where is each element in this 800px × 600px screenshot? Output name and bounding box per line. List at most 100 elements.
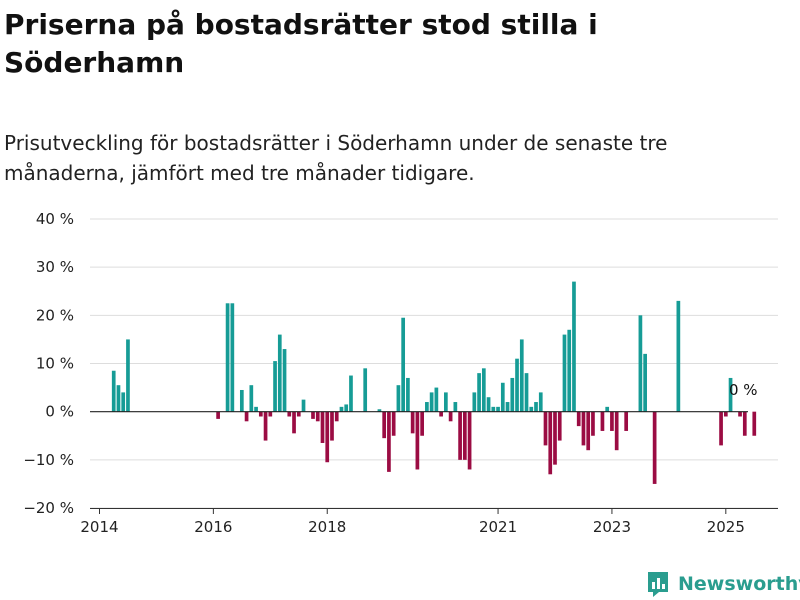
bar xyxy=(330,411,334,441)
bar xyxy=(292,411,296,434)
bar xyxy=(496,406,500,412)
bar xyxy=(391,411,396,436)
y-tick-label: −20 % xyxy=(23,499,74,517)
bar xyxy=(273,361,277,412)
x-tick-label: 2016 xyxy=(194,518,232,536)
bar xyxy=(467,411,472,470)
bar xyxy=(486,397,491,412)
bar xyxy=(600,411,605,431)
x-axis: 2014 2016 2018 2021 2023 2025 xyxy=(80,508,778,536)
bar xyxy=(728,377,733,412)
bar xyxy=(396,385,401,412)
x-tick-label: 2014 xyxy=(80,518,118,536)
bar xyxy=(643,353,647,412)
bar xyxy=(752,411,757,436)
bar xyxy=(524,373,529,412)
bar xyxy=(382,411,387,439)
bar xyxy=(567,329,572,412)
bar xyxy=(344,404,349,412)
bar xyxy=(462,411,467,460)
y-tick-label: 10 % xyxy=(36,355,74,373)
bar xyxy=(296,411,301,417)
bar xyxy=(126,339,130,412)
bar xyxy=(477,373,481,412)
bar xyxy=(429,392,434,412)
bar xyxy=(562,334,567,412)
bar xyxy=(723,411,728,417)
bars xyxy=(111,281,757,484)
brand-name: Newsworthy xyxy=(678,573,800,595)
bar xyxy=(377,409,382,412)
bar xyxy=(576,411,581,427)
bar xyxy=(472,392,477,412)
bar xyxy=(652,411,657,484)
bar xyxy=(586,411,591,451)
bar xyxy=(591,411,595,436)
bar xyxy=(258,411,263,417)
bar xyxy=(325,411,330,463)
bar xyxy=(610,411,614,431)
brand: Newsworthy xyxy=(646,568,800,600)
y-tick-label: 30 % xyxy=(36,258,74,276)
bar xyxy=(719,411,723,446)
bar xyxy=(638,315,643,412)
bar xyxy=(415,411,420,470)
bar xyxy=(738,411,742,417)
bar xyxy=(614,411,619,451)
bar xyxy=(581,411,586,446)
latest-value-annotation: 0 % xyxy=(729,381,758,399)
bar xyxy=(676,300,681,412)
bar xyxy=(349,375,353,412)
bar xyxy=(420,411,424,436)
bar-chart: −20 %−10 %0 %10 %20 %30 %40 % 2014 2016 20… xyxy=(23,210,778,536)
bar xyxy=(334,411,339,422)
bar xyxy=(448,411,453,422)
bar xyxy=(116,385,121,412)
bar xyxy=(458,411,462,460)
chart-title: Priserna på bostadsrätter stod stilla i … xyxy=(4,8,598,79)
bar xyxy=(510,377,515,412)
y-tick-label: 40 % xyxy=(36,210,74,228)
bar xyxy=(225,303,230,412)
bar xyxy=(268,411,273,417)
bar xyxy=(363,368,368,412)
bar xyxy=(230,303,235,412)
bar xyxy=(320,411,325,443)
bar xyxy=(534,402,538,412)
bar xyxy=(401,317,406,412)
x-tick-label: 2021 xyxy=(479,518,517,536)
y-axis: −20 % −10 % 0 % 10 % 20 % 30 % 40 % xyxy=(23,210,74,517)
bar xyxy=(311,411,315,419)
newsworthy-logo-icon xyxy=(648,572,668,597)
bar xyxy=(481,368,486,412)
bar xyxy=(434,387,439,412)
bar xyxy=(315,411,320,422)
chart-subtitle: Prisutveckling för bostadsrätter i Söder… xyxy=(4,131,668,185)
bar xyxy=(605,406,610,412)
bar xyxy=(263,411,268,441)
bar xyxy=(529,406,534,412)
bar xyxy=(406,377,410,412)
bar xyxy=(282,349,287,412)
x-tick-label: 2023 xyxy=(593,518,631,536)
bar xyxy=(216,411,220,419)
bar xyxy=(249,385,254,412)
bar xyxy=(439,411,443,417)
bar xyxy=(111,370,116,412)
y-tick-label: −10 % xyxy=(23,451,74,469)
bar xyxy=(500,382,505,412)
y-tick-label: 0 % xyxy=(45,403,74,421)
bar xyxy=(624,411,629,431)
bar xyxy=(244,411,249,422)
bar xyxy=(301,399,306,412)
bar xyxy=(444,392,448,412)
bar xyxy=(538,392,543,412)
bar xyxy=(519,339,524,412)
bar xyxy=(453,402,458,412)
bar xyxy=(742,411,747,436)
bar xyxy=(491,406,496,412)
bar xyxy=(557,411,562,441)
bar xyxy=(505,402,510,412)
x-tick-label: 2025 xyxy=(707,518,745,536)
bar xyxy=(410,411,415,434)
